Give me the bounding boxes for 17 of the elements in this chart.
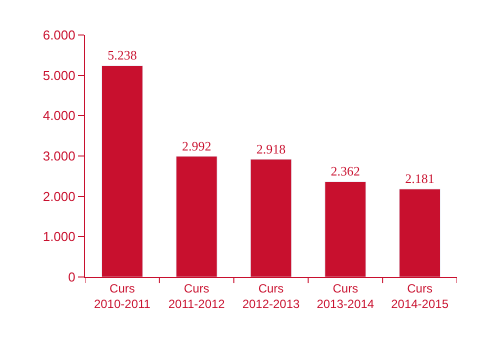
- y-tick-label: 1.000: [42, 229, 76, 244]
- x-tick-label: Curs 2012-2013: [242, 281, 300, 311]
- x-tick-label: Curs 2014-2015: [391, 281, 449, 311]
- x-tick-label: Curs 2013-2014: [316, 281, 374, 311]
- data-label: 5.238: [108, 48, 137, 63]
- data-label: 2.918: [256, 141, 286, 156]
- y-tick-label: 3.000: [42, 148, 76, 164]
- y-tick-label: 0: [68, 270, 76, 285]
- data-label: 2.362: [330, 164, 360, 179]
- x-tick-label: Curs 2010-2011: [94, 281, 151, 311]
- x-tick-label: Curs 2011-2012: [168, 281, 226, 311]
- y-tick-label: 5.000: [42, 68, 76, 83]
- data-label: 2.181: [405, 171, 434, 186]
- y-tick-label: 2.000: [42, 188, 76, 204]
- data-label: 2.992: [182, 138, 212, 154]
- y-tick-label: 4.000: [42, 108, 76, 124]
- y-tick-label: 6.000: [42, 28, 76, 43]
